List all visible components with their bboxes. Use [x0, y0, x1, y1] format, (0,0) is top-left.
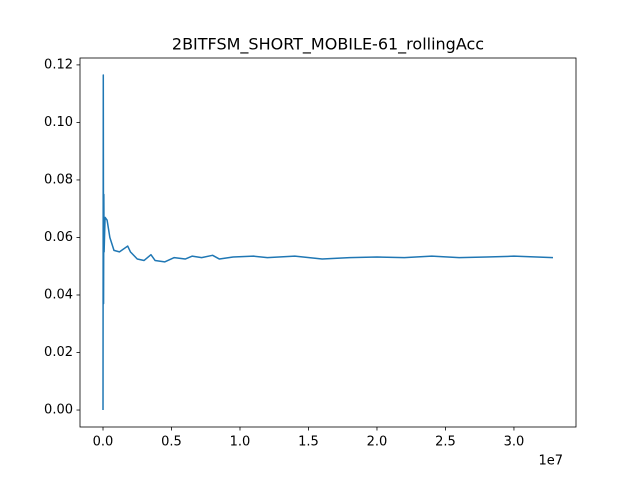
x-tick-label: 1.5 [298, 435, 319, 450]
x-tick-label: 2.0 [367, 435, 388, 450]
chart-title: 2BITFSM_SHORT_MOBILE-61_rollingAcc [172, 35, 484, 55]
y-tick-label: 0.02 [44, 345, 73, 360]
y-tick-label: 0.08 [44, 172, 73, 187]
x-tick-label: 3.0 [504, 435, 525, 450]
data-line [102, 74, 554, 411]
y-tick-label: 0.12 [44, 57, 73, 72]
y-tick-label: 0.06 [44, 230, 73, 245]
x-offset-label: 1e7 [538, 454, 563, 469]
x-tick-label: 1.0 [230, 435, 251, 450]
x-tick-label: 0.0 [93, 435, 114, 450]
plot-frame [79, 57, 577, 428]
y-tick-label: 0.04 [44, 287, 73, 302]
y-tick-label: 0.10 [44, 115, 73, 130]
y-tick-label: 0.00 [44, 403, 73, 418]
x-tick-label: 2.5 [435, 435, 456, 450]
x-tick-label: 0.5 [161, 435, 182, 450]
